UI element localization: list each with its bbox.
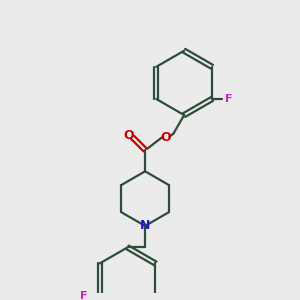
Text: O: O [160,131,171,144]
Text: N: N [140,219,150,232]
Text: O: O [124,129,134,142]
Text: F: F [225,94,232,104]
Text: F: F [80,291,87,300]
